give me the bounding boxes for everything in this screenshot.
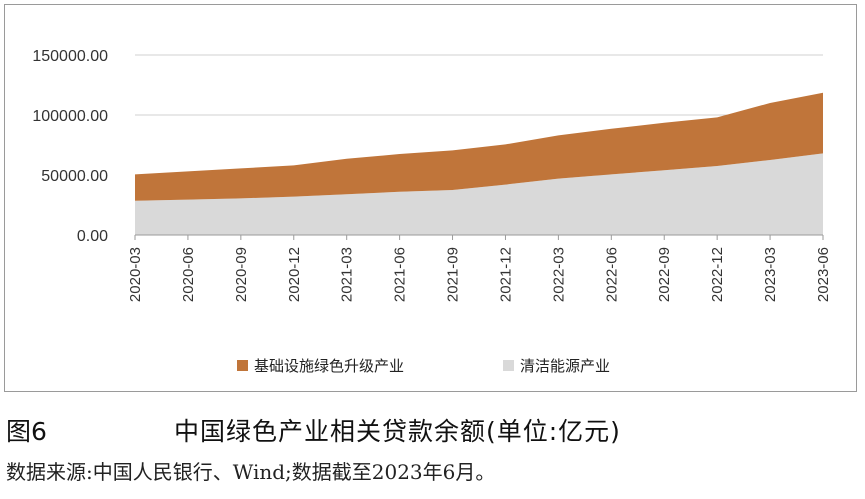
x-tick-label: 2023-03 <box>762 247 779 302</box>
legend-swatch <box>237 360 248 371</box>
figure-number: 图6 <box>6 417 47 446</box>
legend-label: 清洁能源产业 <box>520 357 610 375</box>
source-note: 数据来源:中国人民银行、Wind;数据截至2023年6月。 <box>6 460 496 484</box>
chart-svg: 0.00 50000.00 100000.00 150000.00 2020-03 202… <box>32 48 832 375</box>
legend-label: 基础设施绿色升级产业 <box>254 357 404 375</box>
y-tick-label: 50000.00 <box>41 168 108 185</box>
x-tick-label: 2020-09 <box>233 247 250 302</box>
chart-frame: 0.00 50000.00 100000.00 150000.00 2020-03 202… <box>4 4 857 392</box>
x-tick-label: 2022-06 <box>603 247 620 302</box>
x-tick-label: 2021-12 <box>497 247 514 302</box>
legend: 基础设施绿色升级产业 清洁能源产业 <box>237 357 610 375</box>
area-series-clean-energy <box>135 153 823 235</box>
x-tick-label: 2020-12 <box>286 247 303 302</box>
area-layer <box>135 92 823 235</box>
y-tick-label: 100000.00 <box>32 108 108 125</box>
x-tick-label: 2022-03 <box>550 247 567 302</box>
legend-item-infrastructure-green-upgrade: 基础设施绿色升级产业 <box>237 357 404 375</box>
x-tick-label: 2020-06 <box>180 247 197 302</box>
figure-title: 中国绿色产业相关贷款余额(单位:亿元) <box>174 417 621 446</box>
figure-caption: 图6 中国绿色产业相关贷款余额(单位:亿元) <box>6 412 856 446</box>
y-tick-label: 0.00 <box>77 228 108 245</box>
legend-swatch <box>503 360 514 371</box>
x-tick-label: 2022-09 <box>656 247 673 302</box>
x-tick-label: 2021-09 <box>445 247 462 302</box>
x-tick-label: 2020-03 <box>127 247 144 302</box>
y-tick-label: 150000.00 <box>32 48 108 65</box>
x-tick-label: 2021-06 <box>392 247 409 302</box>
x-tick-label: 2022-12 <box>709 247 726 302</box>
x-tick-label: 2021-03 <box>339 247 356 302</box>
legend-item-clean-energy: 清洁能源产业 <box>503 357 610 375</box>
axis-layer: 0.00 50000.00 100000.00 150000.00 2020-03 202… <box>32 48 832 302</box>
x-tick-label: 2023-06 <box>815 247 832 302</box>
area-series-infrastructure-green-upgrade <box>135 92 823 201</box>
